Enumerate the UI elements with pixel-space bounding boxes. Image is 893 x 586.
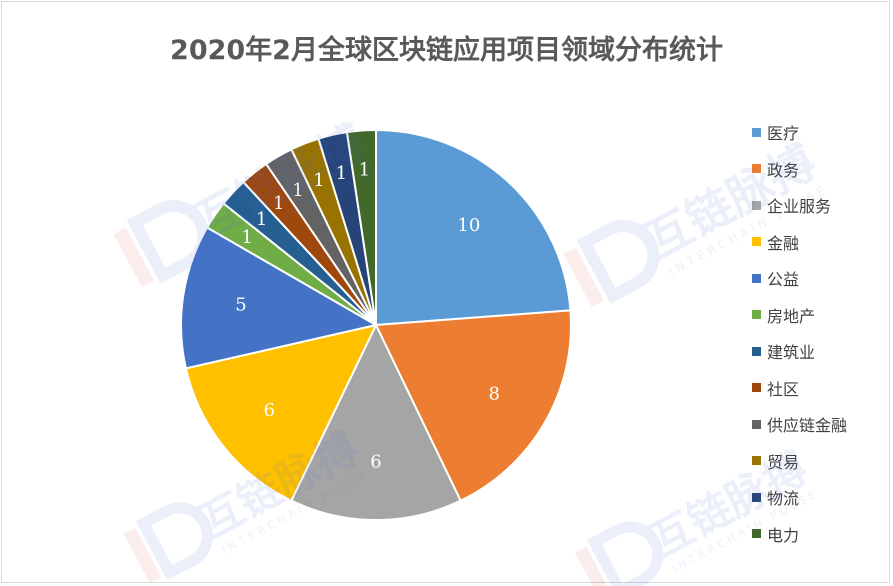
data-label-政务: 8 bbox=[488, 383, 499, 404]
pie-slice-金融 bbox=[184, 323, 378, 503]
legend-item: 政务 bbox=[752, 151, 888, 188]
data-label-贸易: 1 bbox=[313, 170, 324, 191]
legend-swatch bbox=[752, 383, 761, 393]
data-label-企业服务: 6 bbox=[370, 452, 381, 473]
legend-item: 公益 bbox=[752, 260, 888, 297]
pie-slice-电力 bbox=[345, 128, 377, 326]
data-label-建筑业: 1 bbox=[256, 209, 267, 230]
data-label-供应链金融: 1 bbox=[292, 180, 303, 201]
legend-item: 物流 bbox=[752, 479, 888, 516]
legend-item: 房地产 bbox=[752, 297, 888, 334]
legend-swatch bbox=[752, 456, 761, 466]
data-label-物流: 1 bbox=[336, 163, 347, 184]
legend-label: 贸易 bbox=[767, 452, 800, 472]
legend-item: 建筑业 bbox=[752, 333, 888, 370]
legend-label: 电力 bbox=[767, 525, 800, 545]
legend-swatch bbox=[752, 419, 761, 429]
legend-swatch bbox=[752, 164, 761, 174]
legend-label: 供应链金融 bbox=[767, 416, 848, 436]
legend-swatch bbox=[752, 237, 761, 247]
data-label-电力: 1 bbox=[359, 159, 370, 180]
legend-swatch bbox=[752, 492, 761, 502]
data-label-社区: 1 bbox=[273, 193, 284, 214]
legend-swatch bbox=[752, 200, 761, 210]
data-label-金融: 6 bbox=[264, 400, 275, 421]
legend-item: 医疗 bbox=[752, 114, 888, 151]
legend-swatch bbox=[752, 127, 761, 137]
legend-label: 公益 bbox=[767, 270, 800, 290]
legend-label: 建筑业 bbox=[767, 343, 816, 363]
legend-item: 社区 bbox=[752, 370, 888, 407]
legend-item: 企业服务 bbox=[752, 187, 888, 224]
legend-label: 社区 bbox=[767, 379, 800, 399]
legend-label: 房地产 bbox=[767, 306, 816, 326]
pie-slice-医疗 bbox=[375, 128, 572, 327]
legend-label: 物流 bbox=[767, 489, 800, 509]
pie-slice-公益 bbox=[180, 226, 379, 370]
chart-title: 2020年2月全球区块链应用项目领域分布统计 bbox=[170, 35, 723, 66]
chart-legend: 医疗政务企业服务金融公益房地产建筑业社区供应链金融贸易物流电力 bbox=[752, 114, 888, 552]
data-label-公益: 5 bbox=[235, 295, 246, 316]
data-label-房地产: 1 bbox=[241, 227, 252, 248]
legend-item: 供应链金融 bbox=[752, 406, 888, 443]
legend-swatch bbox=[752, 346, 761, 356]
legend-swatch bbox=[752, 529, 761, 539]
legend-swatch bbox=[752, 310, 761, 320]
legend-swatch bbox=[752, 273, 761, 283]
legend-item: 贸易 bbox=[752, 443, 888, 480]
legend-label: 政务 bbox=[767, 160, 800, 180]
legend-item: 电力 bbox=[752, 516, 888, 553]
pie-slice-政务 bbox=[374, 309, 572, 503]
legend-label: 企业服务 bbox=[767, 197, 832, 217]
legend-label: 金融 bbox=[767, 233, 800, 253]
legend-item: 金融 bbox=[752, 224, 888, 261]
legend-label: 医疗 bbox=[767, 124, 800, 144]
data-label-医疗: 10 bbox=[457, 215, 480, 236]
pie-slice-企业服务 bbox=[290, 322, 462, 522]
